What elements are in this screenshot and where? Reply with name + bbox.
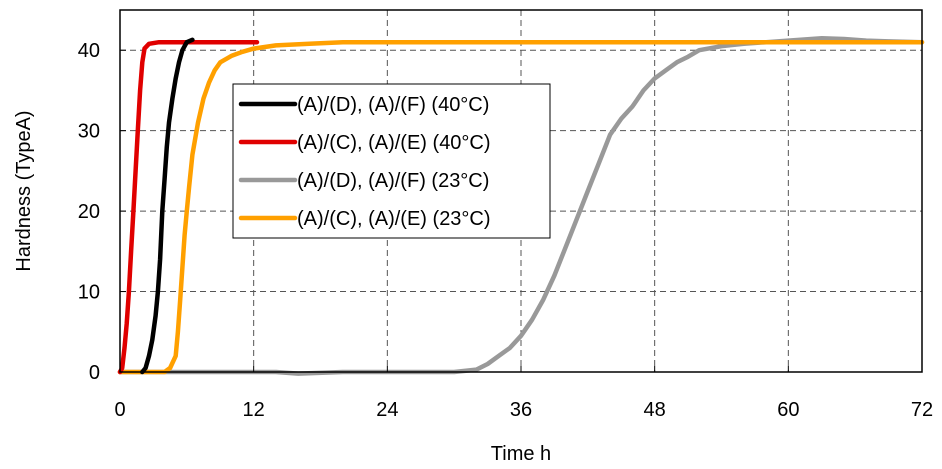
x-axis-label: Time h	[491, 443, 551, 465]
legend: (A)/(D), (A)/(F) (40°C) (A)/(C), (A)/(E) …	[232, 83, 551, 239]
y-tick-label: 40	[78, 40, 100, 62]
y-tick-labels: 0 10 20 30 40	[78, 40, 126, 384]
legend-label: (A)/(D), (A)/(F) (40°C)	[297, 94, 489, 116]
series-line-4	[117, 39, 925, 375]
y-tick-label: 30	[78, 121, 100, 143]
series-line-1	[140, 37, 195, 375]
x-tick-label: 48	[644, 399, 666, 421]
x-tick-label: 72	[911, 399, 933, 421]
x-tick-label: 60	[777, 399, 799, 421]
legend-label: (A)/(C), (A)/(E) (40°C)	[297, 132, 491, 154]
series-line-2	[117, 39, 260, 375]
y-tick-label: 20	[78, 201, 100, 223]
x-tick-label: 36	[510, 399, 532, 421]
y-tick-label: 10	[78, 282, 100, 304]
legend-label: (A)/(D), (A)/(F) (23°C)	[297, 170, 489, 192]
x-tick-labels: 0 12 24 36 48 60 72	[114, 366, 933, 421]
x-tick-label: 24	[376, 399, 398, 421]
x-tick-label: 0	[114, 399, 125, 421]
y-tick-label: 0	[89, 362, 100, 384]
x-tick-label: 12	[243, 399, 265, 421]
legend-label: (A)/(C), (A)/(E) (23°C)	[297, 208, 491, 230]
y-axis-label: Hardness (TypeA)	[13, 110, 35, 271]
legend-box	[232, 83, 551, 239]
